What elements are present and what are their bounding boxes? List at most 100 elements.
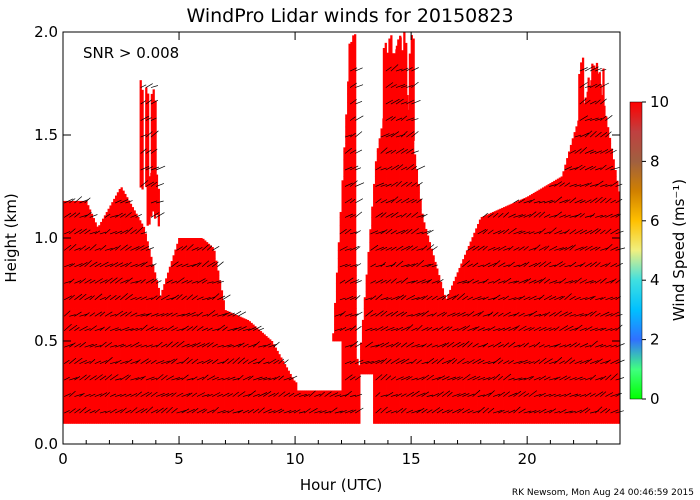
data-cell bbox=[252, 365, 255, 375]
data-cell bbox=[382, 242, 385, 251]
data-cell bbox=[311, 398, 315, 408]
data-cell bbox=[426, 390, 430, 400]
data-cell bbox=[120, 308, 123, 317]
data-cell bbox=[283, 382, 287, 391]
data-cell bbox=[399, 242, 402, 251]
data-cell bbox=[127, 308, 131, 317]
data-cell bbox=[243, 332, 246, 342]
data-cell bbox=[139, 382, 142, 391]
data-cell bbox=[473, 258, 476, 268]
data-cell bbox=[107, 415, 110, 424]
data-cell bbox=[408, 283, 411, 292]
data-cell bbox=[178, 382, 181, 391]
data-cell bbox=[413, 316, 417, 325]
data-cell bbox=[300, 406, 303, 416]
data-cell bbox=[100, 332, 103, 342]
data-cell bbox=[369, 299, 372, 309]
data-cell bbox=[96, 258, 99, 268]
data-cell bbox=[350, 406, 354, 416]
data-cell bbox=[397, 192, 400, 202]
data-cell bbox=[380, 415, 383, 424]
data-cell bbox=[150, 324, 153, 334]
data-cell bbox=[220, 308, 224, 317]
data-cell bbox=[114, 390, 118, 400]
data-cell bbox=[64, 299, 68, 309]
data-cell bbox=[114, 299, 118, 309]
data-cell bbox=[495, 250, 498, 259]
data-cell bbox=[96, 299, 99, 309]
data-cell bbox=[373, 398, 376, 408]
data-cell bbox=[280, 357, 283, 367]
data-cell bbox=[79, 258, 82, 268]
data-cell bbox=[493, 316, 497, 325]
data-cell bbox=[176, 365, 179, 375]
data-cell bbox=[415, 233, 419, 243]
data-cell bbox=[287, 390, 290, 400]
data-cell bbox=[126, 365, 129, 375]
data-cell bbox=[462, 382, 465, 391]
data-cell bbox=[428, 291, 432, 301]
data-cell bbox=[419, 275, 422, 284]
data-cell bbox=[495, 299, 498, 309]
data-cell bbox=[374, 258, 378, 268]
data-cell bbox=[116, 398, 120, 408]
data-cell bbox=[421, 324, 424, 334]
data-cell bbox=[178, 316, 181, 325]
data-cell bbox=[126, 390, 129, 400]
data-cell bbox=[129, 217, 133, 227]
data-cell bbox=[94, 357, 97, 367]
data-cell bbox=[196, 332, 199, 342]
data-cell bbox=[393, 398, 396, 408]
data-cell bbox=[70, 233, 73, 243]
data-cell bbox=[122, 398, 125, 408]
data-cell bbox=[98, 316, 101, 325]
data-cell bbox=[226, 332, 229, 342]
data-cell bbox=[380, 217, 383, 227]
data-cell bbox=[66, 217, 69, 227]
data-cell bbox=[432, 398, 435, 408]
data-cell bbox=[478, 341, 482, 350]
data-cell bbox=[454, 390, 458, 400]
data-cell bbox=[152, 316, 155, 325]
data-cell bbox=[228, 390, 231, 400]
data-cell bbox=[428, 357, 432, 367]
data-cell bbox=[109, 332, 112, 342]
data-cell bbox=[237, 324, 240, 334]
data-cell bbox=[166, 373, 170, 383]
data-cell bbox=[66, 209, 69, 218]
data-cell bbox=[363, 308, 367, 317]
data-cell bbox=[397, 349, 400, 358]
data-cell bbox=[152, 308, 155, 317]
data-cell bbox=[484, 308, 487, 317]
data-cell bbox=[274, 349, 277, 358]
data-cell bbox=[374, 233, 378, 243]
data-cell bbox=[153, 272, 157, 276]
data-cell bbox=[157, 398, 160, 408]
data-cell bbox=[113, 332, 116, 342]
data-cell bbox=[293, 415, 296, 424]
data-cell bbox=[421, 373, 424, 383]
data-cell bbox=[412, 283, 415, 292]
data-cell bbox=[484, 217, 487, 227]
data-cell bbox=[419, 406, 422, 416]
data-cell bbox=[393, 250, 396, 259]
data-cell bbox=[399, 225, 402, 235]
data-cell bbox=[384, 382, 387, 391]
data-cell bbox=[202, 349, 205, 358]
data-cell bbox=[408, 382, 411, 391]
data-cell bbox=[159, 332, 162, 342]
data-cell bbox=[386, 275, 389, 284]
data-cell bbox=[168, 283, 172, 292]
data-cell bbox=[417, 390, 420, 400]
data-cell bbox=[100, 266, 103, 276]
data-cell bbox=[152, 398, 155, 408]
data-cell bbox=[363, 299, 367, 309]
data-cell bbox=[261, 349, 264, 358]
data-cell bbox=[373, 349, 376, 358]
data-cell bbox=[380, 151, 383, 161]
data-cell bbox=[114, 332, 118, 342]
data-cell bbox=[135, 213, 138, 218]
data-cell bbox=[477, 415, 480, 424]
data-cell bbox=[501, 291, 504, 301]
data-cell bbox=[491, 233, 495, 243]
